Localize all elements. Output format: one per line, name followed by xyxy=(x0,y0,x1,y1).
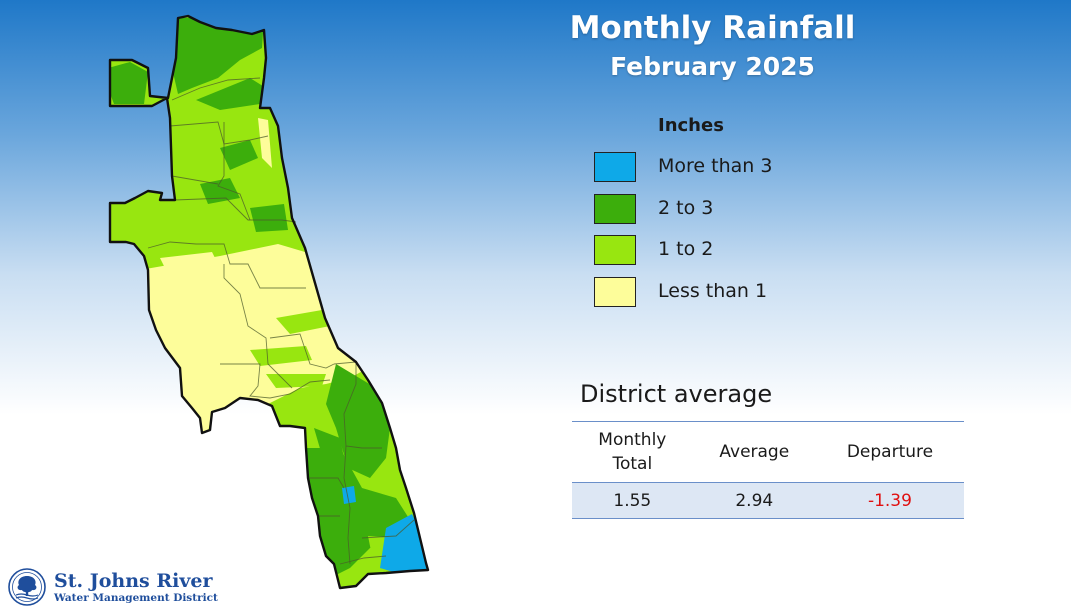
logo-subtitle: Water Management District xyxy=(54,592,218,604)
district-logo: St. Johns River Water Management Distric… xyxy=(8,568,228,608)
column-header-departure: Departure xyxy=(815,421,964,483)
rainfall-map-svg xyxy=(108,14,430,590)
legend-swatch xyxy=(594,194,636,224)
legend-swatch xyxy=(594,277,636,307)
district-average-table: Monthly Total Average Departure 1.55 2.9… xyxy=(572,421,964,519)
logo-name: St. Johns River xyxy=(54,570,213,592)
legend-swatch xyxy=(594,235,636,265)
legend-heading: Inches xyxy=(658,115,724,136)
average-value: 2.94 xyxy=(692,482,816,519)
legend-label: 1 to 2 xyxy=(658,238,714,260)
map-subtitle: February 2025 xyxy=(610,52,815,81)
column-header-average: Average xyxy=(692,421,816,483)
monthly-total-value: 1.55 xyxy=(572,482,693,519)
legend-label: More than 3 xyxy=(658,155,773,177)
legend-swatch xyxy=(594,152,636,182)
map-title: Monthly Rainfall xyxy=(569,10,856,46)
rainfall-map xyxy=(100,8,440,598)
column-header-total: Total xyxy=(612,454,653,474)
legend-label: 2 to 3 xyxy=(658,197,714,219)
column-header-monthly: Monthly xyxy=(598,430,667,450)
district-average-heading: District average xyxy=(580,380,773,408)
departure-value: -1.39 xyxy=(815,482,964,519)
table-header-row: Monthly Total Average Departure xyxy=(572,421,964,483)
table-row: 1.55 2.94 -1.39 xyxy=(572,482,964,519)
district-seal-icon xyxy=(8,568,46,606)
legend-label: Less than 1 xyxy=(658,280,768,302)
column-header-monthly-total: Monthly Total xyxy=(572,421,693,483)
